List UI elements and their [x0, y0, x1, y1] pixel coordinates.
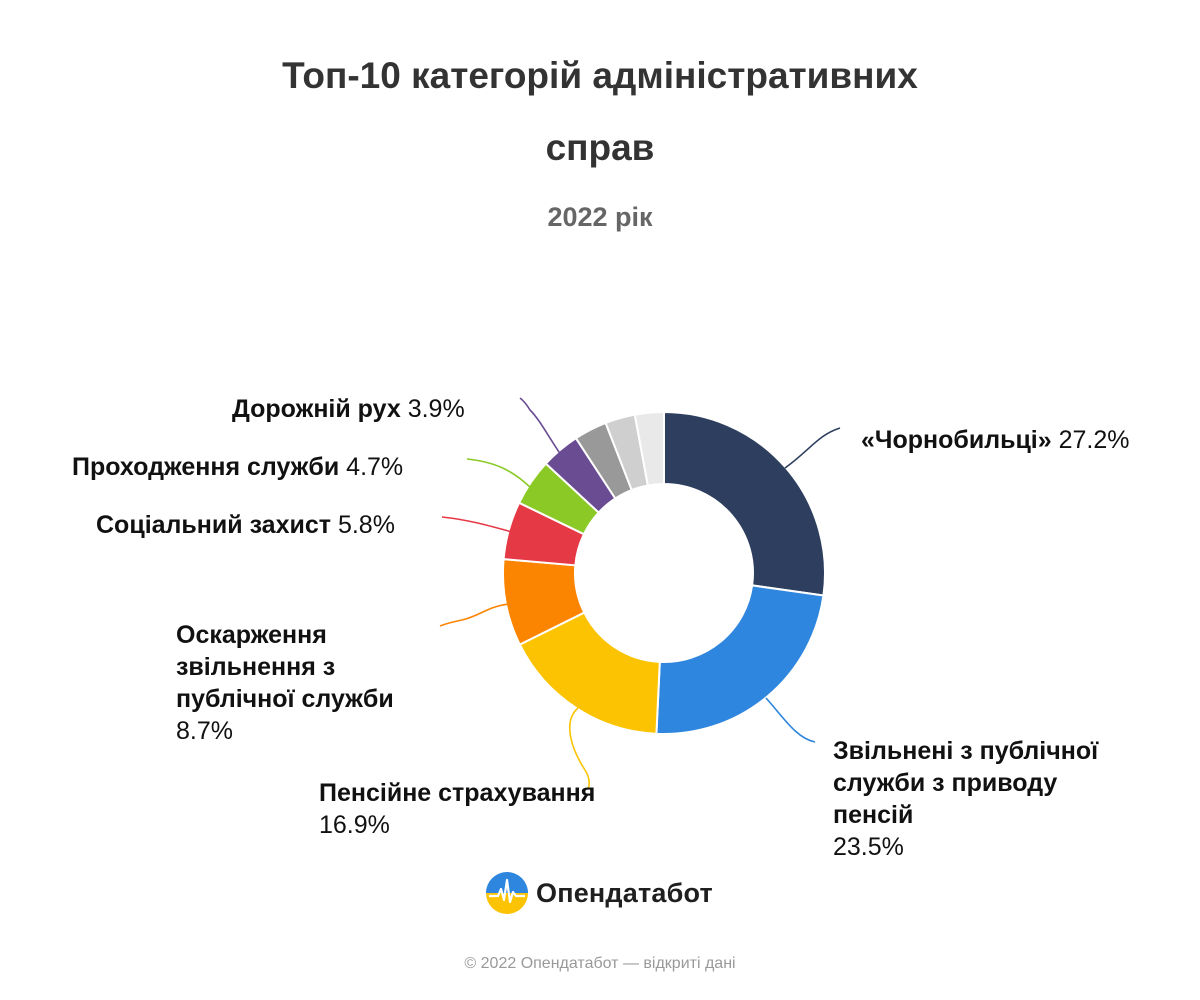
label-road-traffic: Дорожній рух 3.9% [232, 393, 512, 425]
category-value: 8.7% [176, 717, 233, 745]
leader-line-1 [784, 427, 841, 469]
footer-note: © 2022 Опендатабот — відкриті дані [464, 955, 736, 972]
label-pension-dismissal: Звільнені з публічної служби з приводу п… [833, 735, 1133, 863]
category-value: 4.7% [346, 453, 404, 481]
leader-line-2 [765, 697, 816, 743]
category-name: Звільнені з публічної служби з приводу п… [833, 737, 1099, 829]
leader-line-7 [519, 397, 562, 456]
donut-slice-10[interactable] [633, 410, 665, 487]
label-service: Проходження служби 4.7% [72, 451, 452, 483]
donut-slice-2[interactable] [655, 584, 825, 735]
category-name: Дорожній рух [232, 395, 401, 423]
category-name: Оскарження звільнення з публічної служби [176, 621, 394, 713]
leader-line-6 [466, 458, 532, 489]
category-name: Соціальний захист [96, 511, 331, 539]
opendatabot-logo[interactable]: Опендатабот [486, 870, 713, 916]
category-name: Проходження служби [72, 453, 340, 481]
label-dismissal-appeal: Оскарження звільнення з публічної служби… [176, 619, 446, 747]
chart-title-line-2: справ [545, 127, 655, 168]
logo-text: Опендатабот [536, 877, 713, 908]
category-value: 16.9% [319, 811, 390, 839]
category-value: 5.8% [337, 511, 395, 539]
leader-line-5 [441, 516, 513, 533]
chart-title-line-1: Топ-10 категорій адміністративних [282, 55, 918, 96]
category-value: 27.2% [1058, 426, 1130, 454]
leader-line-4 [439, 603, 511, 627]
category-name: Пенсійне страхування [319, 779, 596, 807]
label-chornobyltsi: «Чорнобильці» 27.2% [861, 424, 1181, 456]
category-name: «Чорнобильці» [861, 426, 1052, 454]
category-value: 23.5% [833, 833, 904, 861]
category-value: 3.9% [407, 395, 465, 423]
donut-slice-1[interactable] [663, 410, 826, 597]
label-social-protection: Соціальний захист 5.8% [96, 509, 436, 541]
chart-subtitle: 2022 рік [547, 202, 653, 232]
label-pension-insurance: Пенсійне страхування 16.9% [319, 777, 599, 841]
opendatabot-logo-icon [486, 872, 528, 914]
leader-line-3 [569, 707, 591, 790]
